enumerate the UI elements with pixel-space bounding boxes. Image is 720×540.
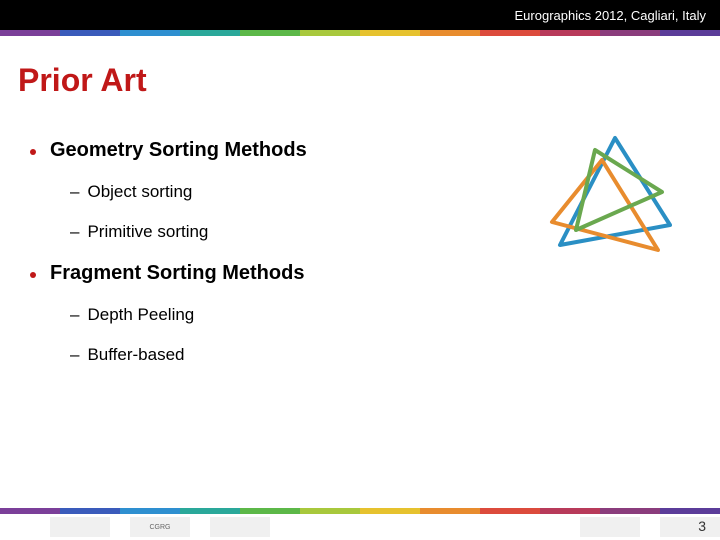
- main-bullet: Fragment Sorting Methods: [30, 262, 690, 285]
- footer-logo: [580, 517, 640, 537]
- header-bar: Eurographics 2012, Cagliari, Italy: [0, 0, 720, 30]
- rainbow-divider-bottom: [0, 508, 720, 514]
- sub-item-text: Primitive sorting: [87, 222, 208, 242]
- section-heading: Fragment Sorting Methods: [50, 262, 304, 285]
- conference-text: Eurographics 2012, Cagliari, Italy: [515, 8, 707, 23]
- page-number: 3: [698, 518, 706, 534]
- dash-icon: –: [70, 345, 79, 365]
- slide-title: Prior Art: [0, 36, 720, 109]
- footer-logo: [50, 517, 110, 537]
- sub-bullet: –Buffer-based: [70, 345, 690, 365]
- footer: CGRG 3: [0, 508, 720, 540]
- rainbow-divider-top: [0, 30, 720, 36]
- section-heading: Geometry Sorting Methods: [50, 139, 307, 162]
- bullet-dot-icon: [30, 149, 36, 155]
- footer-logo: [660, 517, 720, 537]
- bullet-dot-icon: [30, 272, 36, 278]
- dash-icon: –: [70, 222, 79, 242]
- sub-bullet: –Depth Peeling: [70, 305, 690, 325]
- dash-icon: –: [70, 305, 79, 325]
- footer-logo: CGRG: [130, 517, 190, 537]
- sub-item-text: Buffer-based: [87, 345, 184, 365]
- sub-item-text: Depth Peeling: [87, 305, 194, 325]
- footer-logo: [210, 517, 270, 537]
- triangle-illustration: [540, 130, 680, 260]
- sub-item-text: Object sorting: [87, 182, 192, 202]
- dash-icon: –: [70, 182, 79, 202]
- footer-logos: CGRG: [0, 514, 720, 540]
